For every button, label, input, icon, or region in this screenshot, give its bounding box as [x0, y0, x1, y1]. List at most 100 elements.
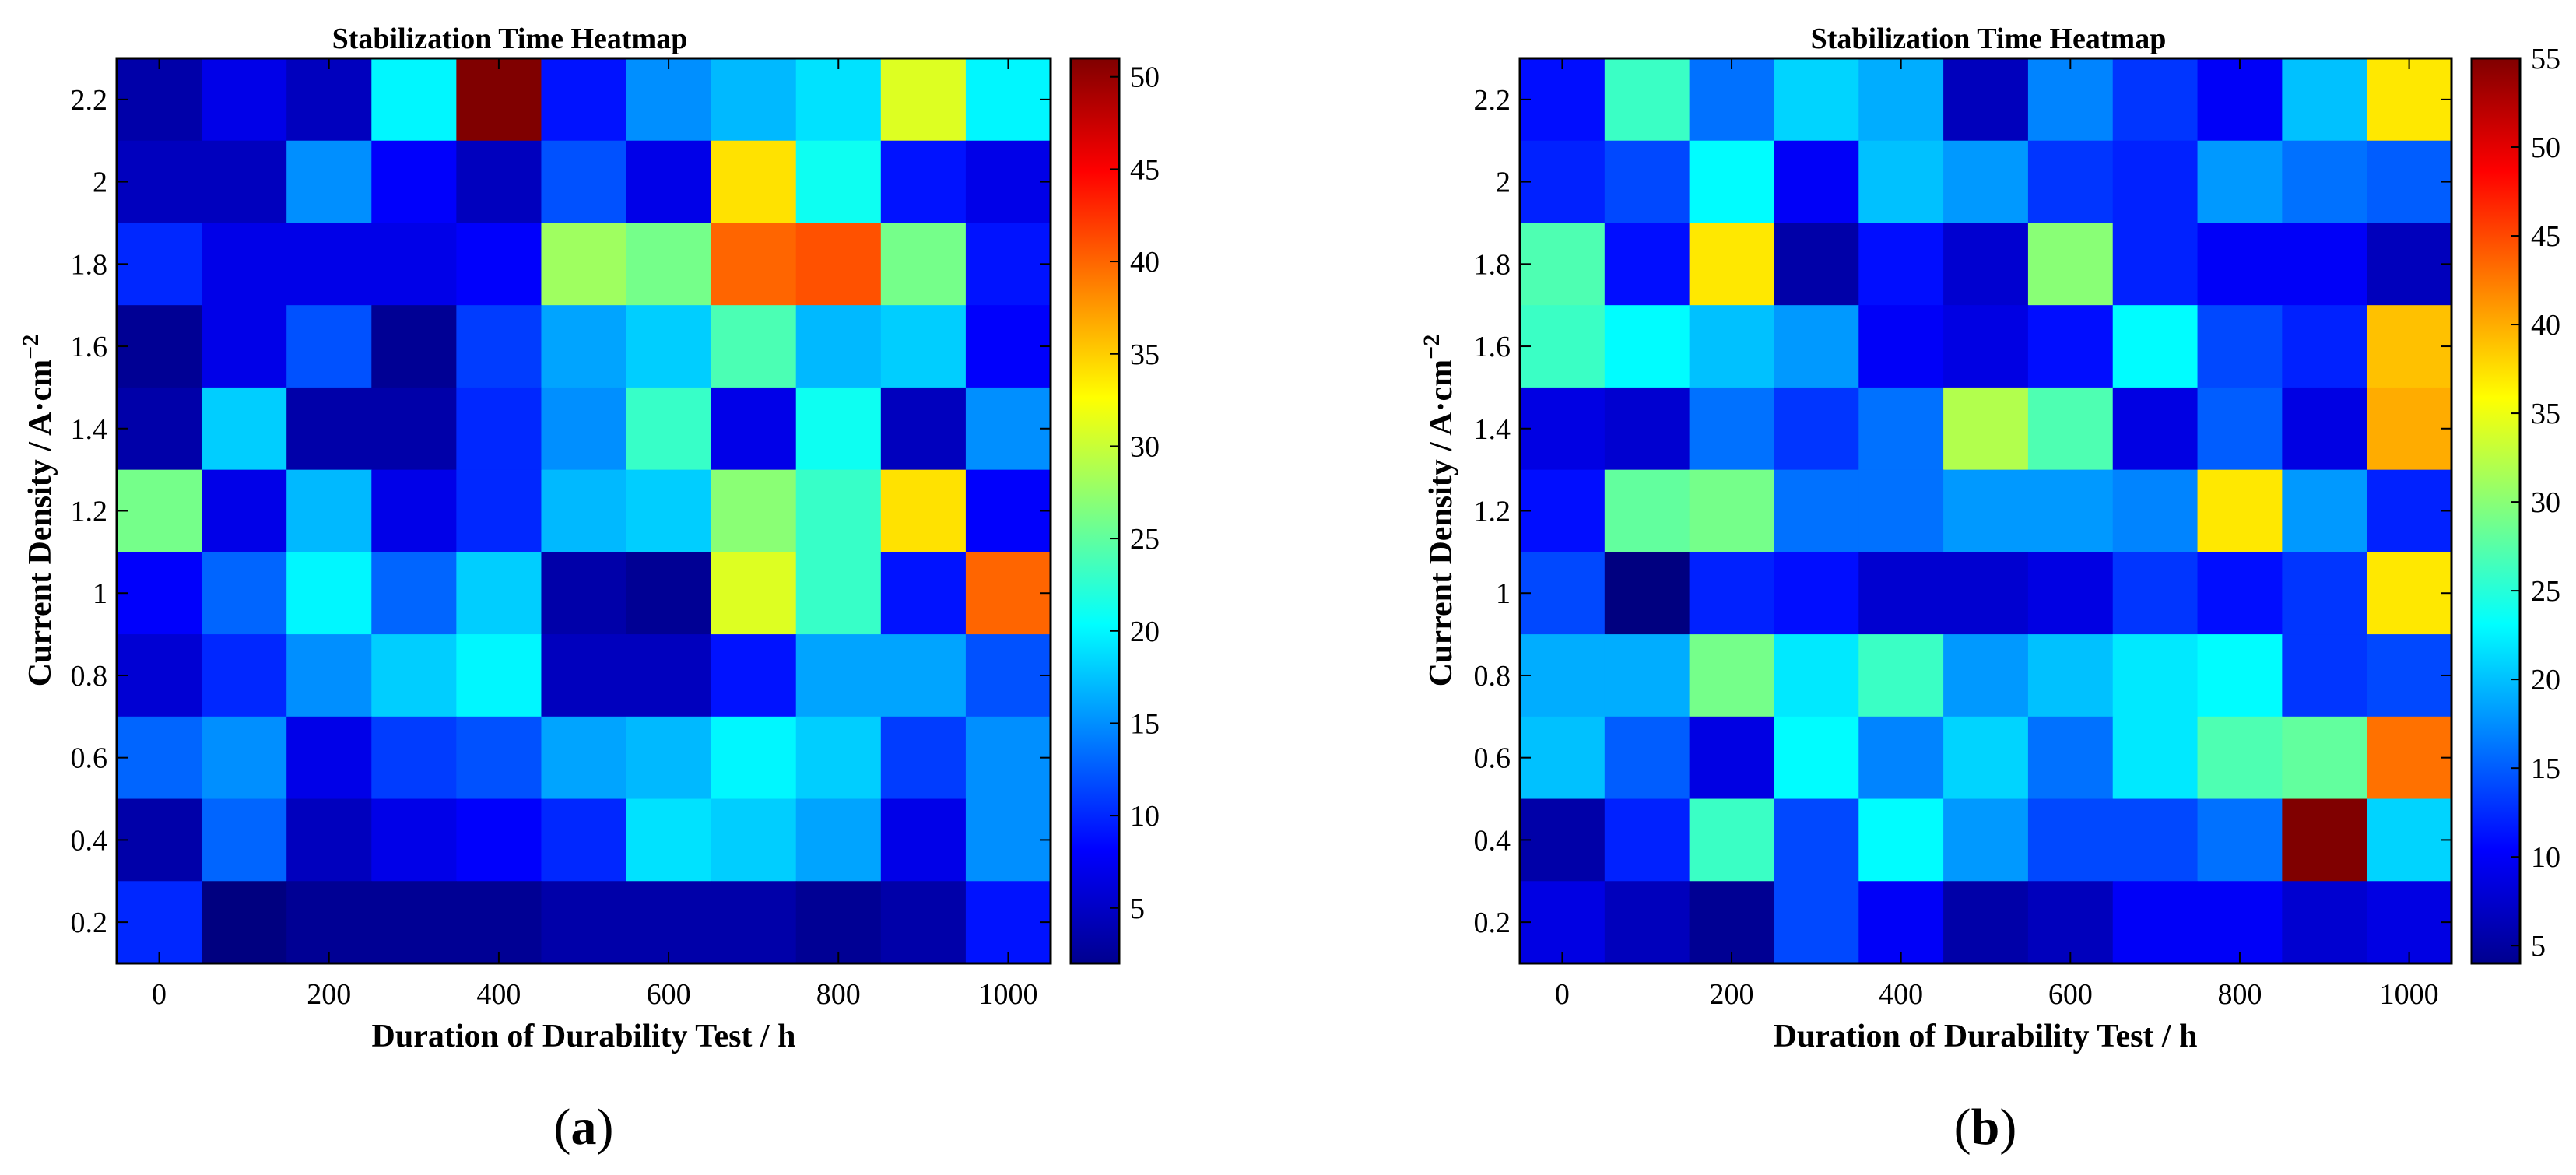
heatmap-cell [2197, 881, 2283, 964]
heatmap-cell [2027, 223, 2114, 306]
heatmap-cell [1520, 552, 1606, 635]
heatmap-cell [1858, 140, 1944, 224]
heatmap-cell [1520, 634, 1606, 717]
heatmap-cell [965, 387, 1051, 471]
heatmap-cell [117, 223, 202, 306]
heatmap-cell [456, 881, 542, 964]
heatmap-cell [371, 387, 457, 471]
heatmap-cell [1520, 58, 1606, 142]
heatmap-cell [795, 469, 882, 552]
heatmap-cell [371, 881, 457, 964]
heatmap-cell [456, 469, 542, 552]
heatmap-cell [711, 58, 797, 142]
heatmap-cell [202, 469, 287, 552]
heatmap-cell [795, 798, 882, 882]
x-tick-label: 800 [2217, 978, 2262, 1011]
panel-label-letter: a [571, 1099, 597, 1156]
heatmap-cell [2197, 223, 2283, 306]
colorbar-tick-label: 15 [2531, 752, 2560, 785]
colorbar-tick-label: 15 [1130, 707, 1160, 740]
heatmap-cell [880, 552, 967, 635]
heatmap-cell [711, 469, 797, 552]
heatmap-cell [1520, 798, 1606, 882]
heatmap-cell [1774, 469, 1859, 552]
panel-label-letter: b [1971, 1099, 2000, 1156]
panel-label-a: (a) [554, 1099, 614, 1156]
y-tick-label: 2 [93, 167, 107, 199]
heatmap-cell [1858, 305, 1944, 388]
heatmap-cell [1689, 387, 1775, 471]
heatmap-cell [2367, 58, 2452, 142]
heatmap-cell [2197, 552, 2283, 635]
x-axis-ticks: 0 200 400 600 800 1000 [1555, 58, 2439, 1011]
colorbar-tick-label: 10 [1130, 800, 1160, 833]
heatmap-cell [2197, 798, 2283, 882]
heatmap-cell [371, 552, 457, 635]
x-tick-label: 600 [647, 978, 691, 1011]
y-axis-label: Current Density / A·cm−2 [1419, 335, 1459, 686]
colorbar-tick-label: 20 [1130, 616, 1160, 648]
y-tick-label: 2.2 [1474, 84, 1511, 117]
heatmap-cell [965, 140, 1051, 224]
y-tick-label: 1.4 [1474, 413, 1511, 446]
y-axis-label-exponent: −2 [1419, 335, 1444, 360]
heatmap-cell [1943, 305, 2029, 388]
colorbar-tick-label: 35 [1130, 338, 1160, 371]
colorbar-tick-label: 55 [2531, 43, 2560, 75]
heatmap-cell [2367, 223, 2452, 306]
heatmap-cell [1689, 469, 1775, 552]
heatmap-cell [711, 387, 797, 471]
heatmap-cell [795, 552, 882, 635]
heatmap-cell [965, 634, 1051, 717]
heatmap-cell [626, 223, 712, 306]
y-tick-label: 1.4 [71, 413, 108, 446]
heatmap-cell [456, 798, 542, 882]
y-tick-label: 0.2 [71, 907, 108, 939]
heatmap-cell [2367, 305, 2452, 388]
heatmap-cell [795, 387, 882, 471]
x-axis-ticks: 0 200 400 600 800 1000 [152, 58, 1037, 1011]
heatmap-panel-b: Stabilization Time Heatmap 0 200 400 600 800… [1419, 23, 2560, 1156]
x-tick-label: 800 [816, 978, 861, 1011]
heatmap-cell [1774, 223, 1859, 306]
colorbar-tick-label: 50 [2531, 132, 2560, 164]
heatmap-cell [1774, 305, 1859, 388]
heatmap-cell [626, 140, 712, 224]
heatmap-cell [286, 140, 372, 224]
heatmap-cell [626, 634, 712, 717]
x-tick-label: 1000 [2380, 978, 2439, 1011]
heatmap-cell [626, 469, 712, 552]
heatmap-cell [117, 881, 202, 964]
heatmap-cell [1774, 881, 1859, 964]
heatmap-cell [795, 58, 882, 142]
y-tick-label: 1 [93, 577, 107, 610]
y-axis-label-text: Current Density / A·cm [23, 360, 58, 686]
heatmap-cell [626, 552, 712, 635]
heatmap-cell [2027, 881, 2114, 964]
heatmap-cell [795, 634, 882, 717]
y-tick-label: 0.6 [71, 742, 108, 775]
heatmap-cell [2112, 881, 2199, 964]
heatmap-cell [880, 469, 967, 552]
heatmap-cell [2112, 223, 2199, 306]
x-tick-label: 400 [476, 978, 521, 1011]
heatmap-cell [2027, 140, 2114, 224]
heatmap-cell [1943, 140, 2029, 224]
heatmap-cell [286, 552, 372, 635]
heatmap-cell [2282, 140, 2367, 224]
heatmap-cell [1520, 387, 1606, 471]
y-tick-label: 2.2 [71, 84, 108, 117]
heatmap-cell [2197, 140, 2283, 224]
heatmap-cell [541, 798, 627, 882]
heatmap-cell [117, 798, 202, 882]
heatmap-cell [965, 58, 1051, 142]
heatmap-cell [626, 305, 712, 388]
colorbar-tick-label: 30 [1130, 430, 1160, 463]
y-axis-ticks: 0.2 0.4 0.6 0.8 1 1.2 1.4 1.6 1.8 2 2.2 [1474, 84, 2451, 939]
colorbar-tick-label: 20 [2531, 664, 2560, 696]
heatmap-cell [2282, 881, 2367, 964]
heatmap-cell [1943, 881, 2029, 964]
x-tick-label: 0 [1555, 978, 1570, 1011]
heatmap-cell [1520, 881, 1606, 964]
heatmap-cell [202, 634, 287, 717]
